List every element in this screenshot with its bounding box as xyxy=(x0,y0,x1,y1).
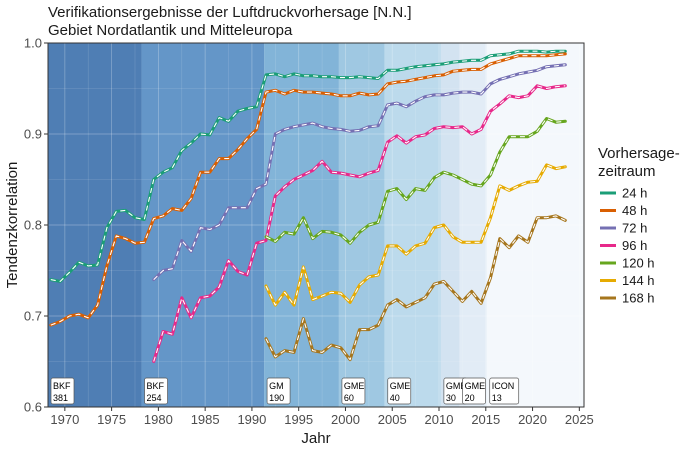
legend-label-120-h: 120 h xyxy=(622,256,655,271)
y-axis-title: Tendenzkorrelation xyxy=(4,162,21,289)
x-tick-label: 2020 xyxy=(518,412,547,427)
x-tick-label: 2005 xyxy=(378,412,407,427)
legend-label-24-h: 24 h xyxy=(622,186,647,201)
legend-title-line1: Vorhersage- xyxy=(598,145,680,162)
legend-item-24-h: 24 h xyxy=(600,186,647,201)
model-label-box xyxy=(266,377,291,405)
model-label-name: BKF xyxy=(53,381,71,391)
model-label-name: BKF xyxy=(147,381,165,391)
model-label-resolution: 254 xyxy=(147,393,162,403)
x-axis-title: Jahr xyxy=(301,430,330,447)
legend-label-48-h: 48 h xyxy=(622,203,647,218)
legend: Vorhersage- zeitraum 24 h 48 h 72 h 96 h 120… xyxy=(598,145,680,306)
y-tick-label: 0.7 xyxy=(24,309,42,324)
x-tick-label: 1990 xyxy=(237,412,266,427)
x-tick-label: 2000 xyxy=(331,412,360,427)
series-line-highlight-48-h xyxy=(50,53,566,326)
model-label-name: GME xyxy=(446,381,467,391)
model-label-box xyxy=(144,377,168,405)
x-tick-label: 2025 xyxy=(565,412,594,427)
series-line-highlight-24-h xyxy=(50,50,566,282)
legend-item-144-h: 144 h xyxy=(600,273,655,288)
y-tick-label: 0.9 xyxy=(24,127,42,142)
period-band-gme-60 xyxy=(338,43,385,407)
x-tick-label: 1985 xyxy=(191,412,220,427)
legend-item-96-h: 96 h xyxy=(600,238,647,253)
model-label-bkf-254: BKF 254 xyxy=(144,377,168,405)
model-label-resolution: 30 xyxy=(446,393,456,403)
x-tick-label: 1980 xyxy=(144,412,173,427)
model-label-resolution: 40 xyxy=(390,393,400,403)
model-label-name: ICON xyxy=(492,381,515,391)
x-tick-label: 1995 xyxy=(284,412,313,427)
series-lines xyxy=(49,49,567,363)
model-label-box xyxy=(50,377,75,405)
model-label-resolution: 381 xyxy=(53,393,68,403)
legend-label-96-h: 96 h xyxy=(622,238,647,253)
model-label-gme-20: GME 20 xyxy=(462,377,486,405)
legend-label-144-h: 144 h xyxy=(622,273,655,288)
model-label-box xyxy=(489,377,520,405)
series-line-highlight-120-h xyxy=(265,117,566,244)
model-label-resolution: 13 xyxy=(492,393,502,403)
model-label-box xyxy=(387,377,412,405)
model-label-box xyxy=(462,377,486,405)
model-label-resolution: 20 xyxy=(465,393,475,403)
model-label-gme-60: GME 60 xyxy=(341,377,366,405)
legend-item-72-h: 72 h xyxy=(600,221,647,236)
model-label-resolution: 60 xyxy=(344,393,354,403)
period-band-bkf-381 xyxy=(48,43,142,407)
axes: 1970 1975 1980 1985 1990 1995 2000 2005 2010 2015… xyxy=(24,36,594,428)
legend-item-48-h: 48 h xyxy=(600,203,647,218)
series-line-highlight-96-h xyxy=(153,85,566,362)
chart-subtitle: Gebiet Nordatlantik und Mitteleuropa xyxy=(48,22,293,39)
model-label-name: GME xyxy=(344,381,365,391)
model-label-box xyxy=(341,377,366,405)
model-label-name: GME xyxy=(465,381,486,391)
series-line-highlight-168-h xyxy=(265,215,566,361)
legend-title-line2: zeitraum xyxy=(598,163,656,180)
model-period-labels: BKF 381 BKF 254 GM 190 GME 60 GME 40 GME 30 GME 20 ICO… xyxy=(50,377,520,405)
period-band-gm-190 xyxy=(264,43,339,407)
x-tick-label: 2010 xyxy=(425,412,454,427)
series-line-highlight-144-h xyxy=(265,164,566,306)
model-label-gm-190: GM 190 xyxy=(266,377,291,405)
legend-label-168-h: 168 h xyxy=(622,291,655,306)
model-label-gme-40: GME 40 xyxy=(387,377,412,405)
y-tick-label: 1.0 xyxy=(24,36,42,51)
model-label-name: GME xyxy=(390,381,411,391)
period-band-gme-30 xyxy=(440,43,460,407)
x-tick-label: 1975 xyxy=(97,412,126,427)
model-label-resolution: 190 xyxy=(269,393,284,403)
y-tick-label: 0.6 xyxy=(24,400,42,415)
period-band-bkf-254 xyxy=(141,43,265,407)
model-label-gme-30: GME 30 xyxy=(443,377,468,405)
x-tick-label: 1970 xyxy=(50,412,79,427)
model-period-backgrounds xyxy=(48,43,584,407)
chart-title: Verifikationsergebnisse der Luftdruckvor… xyxy=(48,4,412,21)
x-tick-label: 2015 xyxy=(471,412,500,427)
legend-item-120-h: 120 h xyxy=(600,256,655,271)
model-label-icon-13: ICON 13 xyxy=(489,377,520,405)
y-tick-label: 0.8 xyxy=(24,218,42,233)
period-band-gme-20 xyxy=(459,43,487,407)
legend-item-168-h: 168 h xyxy=(600,291,655,306)
model-label-bkf-381: BKF 381 xyxy=(50,377,75,405)
series-line-highlight-72-h xyxy=(153,64,566,280)
model-label-name: GM xyxy=(269,381,284,391)
legend-label-72-h: 72 h xyxy=(622,221,647,236)
